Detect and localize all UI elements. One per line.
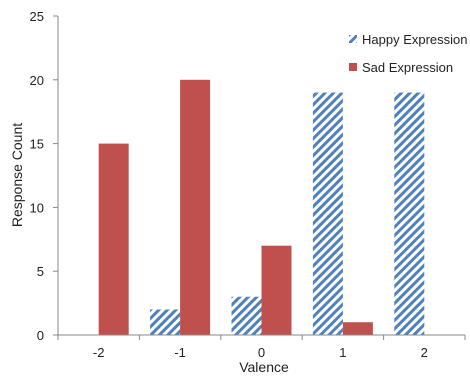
bar-happy-expression--1 [150, 309, 181, 335]
x-tick-label: 0 [258, 345, 265, 360]
bar-sad-expression--1 [180, 79, 211, 335]
legend-swatch [349, 63, 357, 71]
x-tick-label: -2 [93, 345, 105, 360]
bar-happy-expression-0 [231, 296, 262, 335]
x-axis-title: Valence [239, 359, 289, 375]
legend-swatch [349, 35, 357, 43]
legend-label: Sad Expression [362, 60, 453, 75]
y-tick-label: 5 [37, 264, 44, 279]
x-tick-label: -1 [174, 345, 186, 360]
y-tick-label: 15 [30, 137, 44, 152]
bar-sad-expression-0 [261, 245, 292, 335]
y-tick-label: 20 [30, 73, 44, 88]
legend-label: Happy Expression [362, 32, 468, 47]
y-tick-label: 0 [37, 328, 44, 343]
legend: Happy Expression Sad Expression [349, 32, 468, 75]
bar-sad-expression-1 [342, 322, 373, 335]
y-axis-title: Response Count [9, 123, 25, 227]
y-tick-label: 25 [30, 9, 44, 24]
bars-group [98, 79, 425, 335]
axes-group: 0 5 10 15 20 25 -2 -1 0 1 2 [30, 9, 466, 360]
bar-sad-expression--2 [98, 143, 129, 335]
y-tick-label: 10 [30, 200, 44, 215]
bar-happy-expression-2 [394, 92, 425, 335]
x-tick-label: 2 [421, 345, 428, 360]
bar-happy-expression-1 [312, 92, 343, 335]
x-tick-label: 1 [339, 345, 346, 360]
